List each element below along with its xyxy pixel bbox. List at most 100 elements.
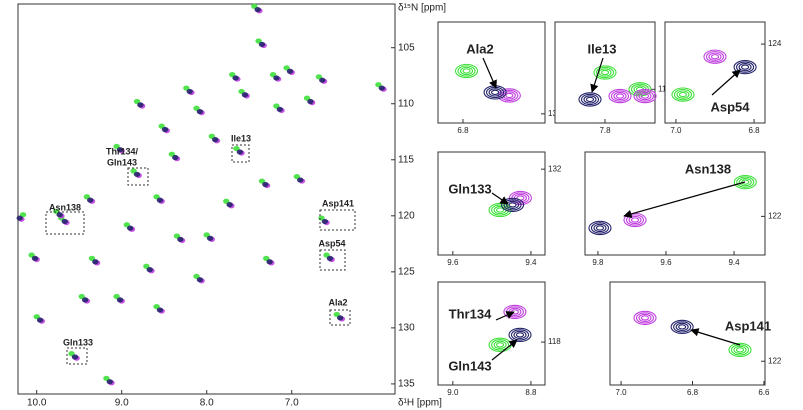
plot-frame [437,21,546,124]
peak-label: Ile13 [588,41,617,56]
arrow [482,57,497,89]
contour [595,225,605,231]
annotation-box [45,211,85,235]
peak [336,315,344,321]
y-tick-label: 115 [398,154,414,165]
y-tick-label: 132 [548,164,562,173]
peak [212,137,219,143]
x-tick-label: 6.8 [457,126,469,135]
peak [321,218,329,225]
annotation: Ile13 [231,133,251,143]
contour [735,347,745,353]
x-tick-label: 8.0 [200,398,214,409]
contour [613,91,627,101]
contour [505,92,514,99]
contour [705,51,725,63]
annotation: Asp54 [318,238,345,248]
peak [116,297,124,303]
peak [307,98,314,105]
peak [61,218,68,225]
contour [671,87,695,102]
x-tick-label: 9.0 [115,398,129,409]
x-tick-label: 7.0 [670,126,682,135]
contour [703,49,727,64]
plot-frame [437,281,546,386]
x-tick-label: 9.4 [525,258,537,267]
annotation-box [231,144,250,163]
peak [156,197,164,203]
contour [738,62,752,72]
contour [630,217,640,223]
peak [172,154,179,161]
contour [503,199,522,211]
contour [593,65,617,80]
x-tick-label: 7.0 [616,388,628,397]
contour [638,313,652,323]
contour [595,66,615,79]
contour [593,223,607,233]
arrow [491,192,509,205]
annotation: Gln143 [107,157,137,167]
contour [510,329,530,341]
contour [600,69,610,76]
peak [156,307,164,313]
contour [457,65,476,77]
peak [273,75,280,81]
x-tick-label: 9.6 [660,258,672,267]
contour [708,52,722,61]
y-tick-label: 124 [768,39,782,48]
peak [116,147,124,153]
contour [673,88,693,101]
peak [133,171,141,177]
contour [741,179,750,185]
contour [733,345,747,355]
y-tick-label: 110 [398,98,414,109]
contour [583,95,597,104]
peak-label: Thr134 [449,306,492,321]
contour [678,324,687,330]
contour [585,96,595,103]
contour [508,327,532,343]
contour [491,89,500,96]
plot-frame [584,151,766,256]
contour [506,200,520,210]
contour [493,340,507,349]
arrow [711,69,741,96]
contour [598,68,612,77]
contour [496,207,505,213]
contour [503,304,527,320]
contour [625,214,645,226]
contour [608,88,632,104]
y-tick-label: 105 [398,42,415,53]
contour [508,202,517,208]
contour [675,322,689,332]
contour [635,90,655,102]
peak [633,310,657,326]
contour [459,66,474,76]
peak [633,88,657,104]
contour [491,204,510,216]
peak [177,236,184,242]
contour [496,342,505,348]
plot-frame [664,21,766,124]
arrow [690,328,741,346]
peak [608,88,632,104]
contour [515,332,525,338]
peak [297,177,304,183]
contour [615,93,625,99]
peak [106,379,114,385]
annotation-box [319,209,356,231]
annotation-box [329,309,351,326]
x-tick-label: 6.6 [758,388,770,397]
peak [236,149,244,155]
annotation: Asp141 [322,198,354,208]
y-tick-label: 118 [548,337,561,346]
peak [81,297,89,303]
peak [326,255,334,261]
y-axis-label: δ¹⁵N [ppm] [398,3,446,14]
contour [588,220,612,236]
peak [262,181,269,188]
peak-label: Asp141 [725,318,771,333]
peak-label: Asn138 [685,161,731,176]
